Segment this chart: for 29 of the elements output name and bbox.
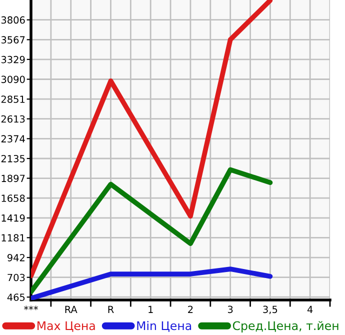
legend-label: Max Цена [38,321,95,332]
x-tick-label: *** [24,306,38,310]
y-tick-label: 3329 [1,56,25,64]
line-series [31,167,273,294]
x-tick-label: RA [65,306,78,313]
y-tick-label: 3090 [1,76,25,84]
y-tick-label: 1897 [2,174,25,182]
x-tick-label: 3,5 [263,306,278,314]
x-tick-label: 3 [228,306,233,314]
y-tick-label: 2613 [1,115,25,123]
y-tick-label: 465 [7,294,25,301]
y-tick-label: 1658 [2,194,25,202]
line-series [31,0,273,278]
x-tick-label: 2 [188,306,193,313]
legend-label: Сред.Цена, т.йен [232,321,338,332]
legend-label: Min Цена [137,321,192,332]
y-tick-label: 3567 [1,36,25,44]
x-tick-label: 4 [307,306,313,313]
y-tick-label: 703 [8,274,25,282]
y-tick-label: 942 [8,254,24,262]
x-tick-label: 1 [148,306,153,313]
x-tick-label: R [108,306,114,313]
y-tick-label: 2135 [1,154,25,162]
y-tick-label: 2374 [1,135,25,143]
y-tick-label: 1419 [2,214,25,222]
y-tick-label: 3806 [1,16,25,24]
y-tick-label: 2851 [1,96,25,103]
line-series [31,266,273,300]
y-tick-label: 1181 [2,234,25,242]
